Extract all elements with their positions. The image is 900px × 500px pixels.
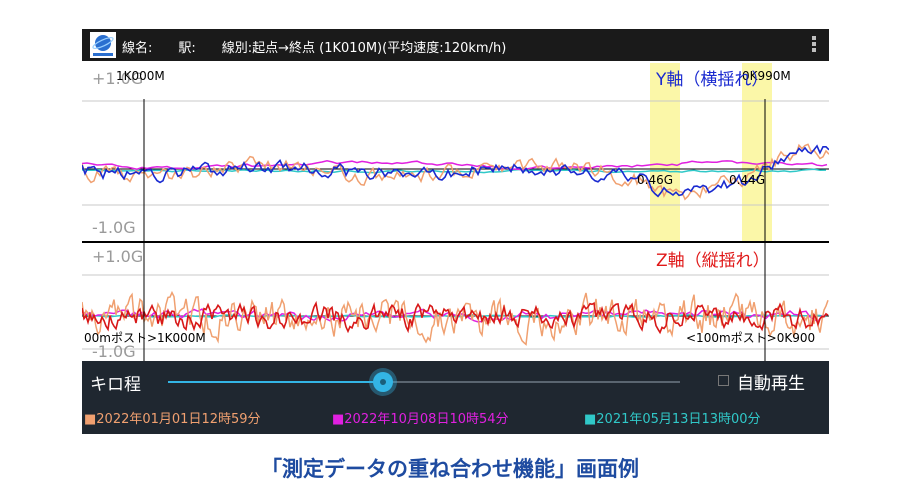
legend-item-1: ■2022年01月01日12時59分 — [84, 412, 261, 427]
post-right-text: <100mポスト>0K900 — [686, 331, 816, 345]
peak-label-1: 0.46G — [637, 173, 674, 187]
trace-y-series-3 — [82, 168, 827, 174]
legend-item-2: ■2022年10月08日10時54分 — [332, 412, 509, 427]
y-bottom-label: -1.0G — [92, 218, 136, 237]
auto-play-checkbox[interactable] — [718, 375, 729, 386]
title-bar: 線名: 駅: 線別:起点→終点 (1K010M)(平均速度:120km/h) — [82, 29, 829, 61]
playback-controls: キロ程 自動再生 ■2022年01月01日12時59分 ■2022年10月08日… — [82, 361, 829, 434]
app-logo-icon — [90, 32, 116, 58]
peak-highlight-band — [650, 63, 680, 241]
plot-canvas — [82, 63, 829, 361]
slider-fill — [168, 381, 384, 383]
peak-label-2: 0.44G — [729, 173, 766, 187]
peak-highlight-band — [742, 63, 772, 241]
y-axis-name: Y軸（横揺れ） — [656, 70, 769, 90]
auto-play-label[interactable]: 自動再生 — [737, 374, 805, 394]
legend-item-3: ■2021年05月13日13時00分 — [584, 412, 761, 427]
y-top-label: +1.0G — [92, 69, 144, 88]
app-window: 線名: 駅: 線別:起点→終点 (1K010M)(平均速度:120km/h) — [82, 29, 829, 434]
marker-right-text: 0K990M — [742, 69, 791, 83]
z-axis-name: Z軸（縦揺れ） — [656, 251, 770, 271]
legend: ■2022年01月01日12時59分 ■2022年10月08日10時54分 ■2… — [82, 408, 829, 428]
trace-y-series-2 — [82, 160, 828, 171]
slider-thumb[interactable] — [373, 372, 394, 392]
overflow-menu-icon[interactable] — [809, 35, 819, 55]
marker-left-text: 1K000M — [116, 69, 165, 83]
trace-y-current — [82, 144, 829, 198]
trace-y-series-1 — [82, 143, 829, 201]
z-top-label: +1.0G — [92, 247, 144, 266]
post-left-text: 00mポスト>1K000M — [84, 331, 206, 345]
trace-z-series-1 — [82, 290, 829, 346]
title-text: 線名: 駅: 線別:起点→終点 (1K010M)(平均速度:120km/h) — [122, 41, 507, 56]
page-caption: 「測定データの重ね合わせ機能」画面例 — [261, 457, 639, 481]
trace-z-current — [82, 300, 829, 335]
z-bottom-label: -1.0G — [92, 342, 136, 361]
kilo-label: キロ程 — [90, 375, 141, 395]
waveform-plots: +1.0G 1K000M 0K990M Y軸（横揺れ） 0.46G 0.44G … — [82, 61, 829, 361]
kilo-slider[interactable] — [168, 372, 680, 392]
